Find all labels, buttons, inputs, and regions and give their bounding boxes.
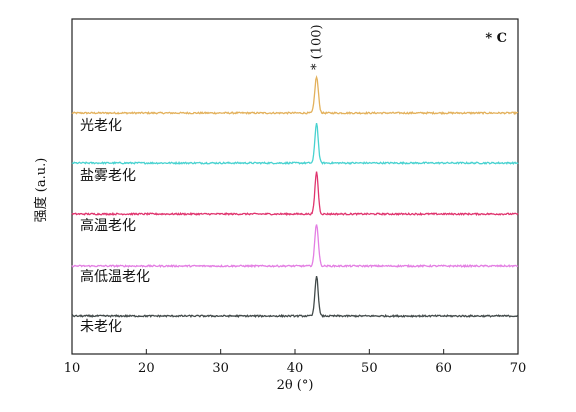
series-line — [71, 75, 519, 116]
x-tick-label: 20 — [138, 361, 155, 376]
corner-label: * C — [485, 31, 507, 46]
plot-frame — [71, 18, 519, 355]
x-tick-label: 60 — [435, 361, 452, 376]
series-line — [71, 275, 519, 319]
peak-annotation: * (100) — [310, 24, 325, 70]
x-axis-title: 2θ (°) — [277, 378, 314, 393]
series-line — [71, 123, 519, 166]
series-line — [71, 224, 519, 269]
y-axis-title: 强度 (a.u.) — [33, 158, 49, 223]
series-label: 高温老化 — [80, 217, 136, 234]
x-tick-label: 50 — [361, 361, 378, 376]
series-line — [71, 171, 519, 217]
series-label: 高低温老化 — [80, 268, 150, 285]
series-label: 盐雾老化 — [80, 168, 136, 184]
x-axis-ticks: 10 20 30 40 50 60 70 — [64, 349, 527, 376]
series-label: 光老化 — [80, 118, 122, 134]
series-label: 未老化 — [80, 319, 122, 335]
x-tick-label: 30 — [212, 361, 229, 376]
x-tick-label: 70 — [510, 361, 527, 376]
traces — [71, 75, 519, 319]
x-tick-label: 10 — [64, 361, 81, 376]
x-tick-label: 40 — [287, 361, 304, 376]
